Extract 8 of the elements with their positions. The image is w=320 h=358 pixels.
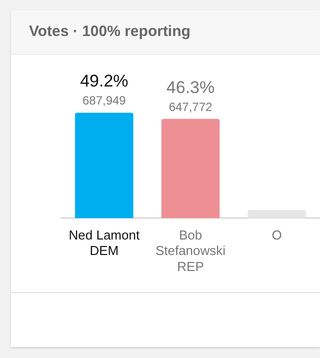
data-label: 49.2%: [80, 72, 128, 91]
x-tick-label: Bob Stefanowski REP: [155, 228, 226, 274]
x-tick-label: O: [272, 228, 282, 243]
annotation: 647,772: [168, 100, 213, 114]
annotation: 687,949: [82, 94, 126, 108]
chart-title: Votes · 100% reporting: [11, 10, 320, 55]
data-label: 46.3%: [166, 78, 215, 97]
x-tick-label: Ned Lamont DEM: [68, 228, 140, 258]
